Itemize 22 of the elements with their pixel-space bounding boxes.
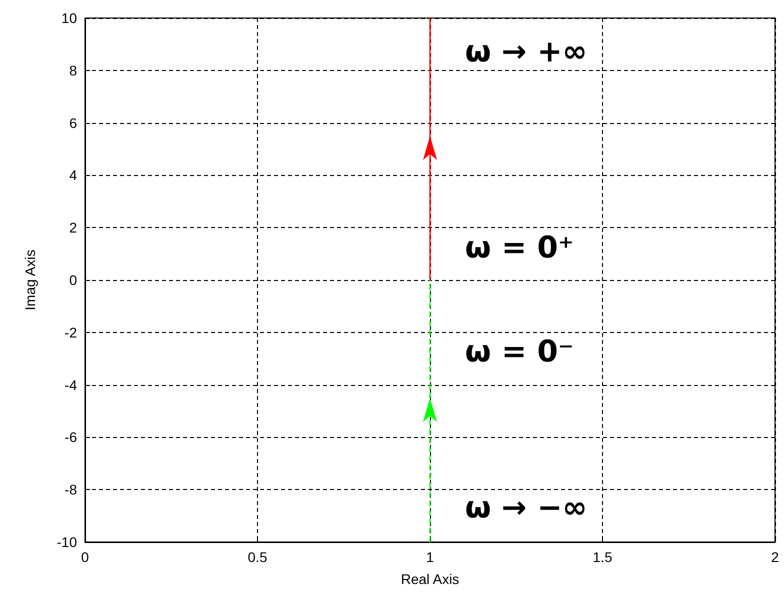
- y-tick-label: -10: [56, 534, 78, 550]
- y-tick-label: -8: [64, 482, 78, 498]
- x-tick-label: 1.5: [592, 549, 612, 565]
- annotation: ω = 0⁺: [465, 230, 574, 266]
- x-tick-label: 2: [771, 549, 780, 565]
- x-tick-label: 0: [81, 549, 90, 565]
- y-tick-label: 8: [69, 62, 78, 78]
- y-tick-label: 2: [69, 220, 78, 236]
- annotation: ω = 0⁻: [465, 334, 574, 370]
- y-tick-label: 4: [69, 167, 78, 184]
- y-tick-label: -2: [64, 324, 78, 340]
- annotation: ω → +∞: [465, 34, 588, 70]
- y-axis-title: Imag Axis: [22, 250, 38, 310]
- y-tick-label: -6: [64, 429, 78, 446]
- annotation: ω → −∞: [465, 490, 588, 526]
- y-tick-label: 0: [69, 272, 78, 288]
- y-tick-label: 6: [69, 114, 78, 131]
- y-tick-label: -4: [64, 376, 78, 393]
- y-tick-label: 10: [61, 10, 78, 26]
- x-tick-label: 0.5: [248, 549, 268, 565]
- x-tick-label: 1: [426, 549, 434, 565]
- x-axis-title: Real Axis: [400, 571, 460, 587]
